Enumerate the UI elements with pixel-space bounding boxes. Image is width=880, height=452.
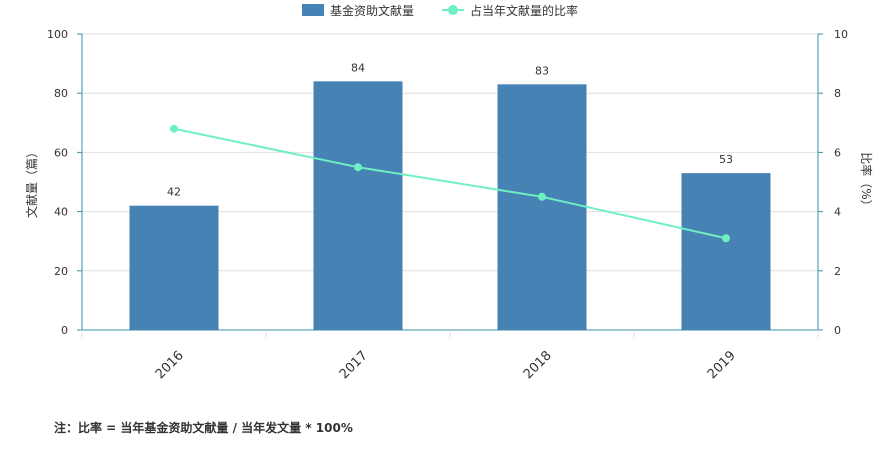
y-tick-label: 20	[54, 265, 68, 278]
legend-line-swatch	[442, 4, 464, 16]
ratio-point-2016	[170, 124, 178, 133]
x-category-label: 2019	[705, 348, 739, 382]
y-axis-title: 文献量（篇）	[24, 146, 39, 218]
legend-bar-label: 基金资助文献量	[329, 3, 414, 18]
bar-2017	[313, 81, 403, 330]
y2-tick-label: 2	[834, 265, 841, 278]
ratio-point-2017	[354, 163, 362, 172]
legend-line-label: 占当年文献量的比率	[470, 3, 579, 18]
legend-item-bar[interactable]: 基金资助文献量	[301, 2, 414, 19]
bar-2016	[129, 205, 219, 330]
x-category-label: 2018	[521, 348, 555, 382]
ratio-point-2018	[538, 192, 546, 201]
bar-2019	[681, 173, 771, 330]
y2-tick-label: 4	[834, 206, 841, 219]
chart-legend: 基金资助文献量 占当年文献量的比率	[0, 1, 880, 19]
y-tick-label: 100	[47, 28, 68, 41]
bar-value-label: 42	[167, 186, 181, 199]
bar-2018	[497, 84, 587, 330]
x-category-label: 2017	[337, 348, 371, 382]
bar-value-label: 84	[351, 61, 365, 74]
y2-tick-label: 0	[834, 324, 841, 337]
y2-axis-title: 比率（%）	[859, 152, 874, 211]
y2-tick-label: 8	[834, 87, 841, 100]
legend-bar-swatch	[301, 4, 324, 16]
y-tick-label: 80	[54, 87, 68, 100]
y2-tick-label: 10	[834, 28, 848, 41]
ratio-point-2019	[722, 234, 730, 243]
legend-item-line[interactable]: 占当年文献量的比率	[442, 2, 578, 19]
y-tick-label: 40	[54, 206, 68, 219]
y-tick-label: 60	[54, 146, 68, 159]
ratio-line	[173, 127, 727, 240]
footnote: 注：比率 = 当年基金资助文献量 / 当年发文量 * 100%	[54, 421, 353, 435]
x-category-label: 2016	[153, 348, 187, 382]
bar-value-label: 83	[535, 64, 549, 77]
y-tick-label: 0	[61, 324, 68, 337]
y2-tick-label: 6	[834, 146, 841, 159]
bar-value-label: 53	[719, 153, 733, 166]
